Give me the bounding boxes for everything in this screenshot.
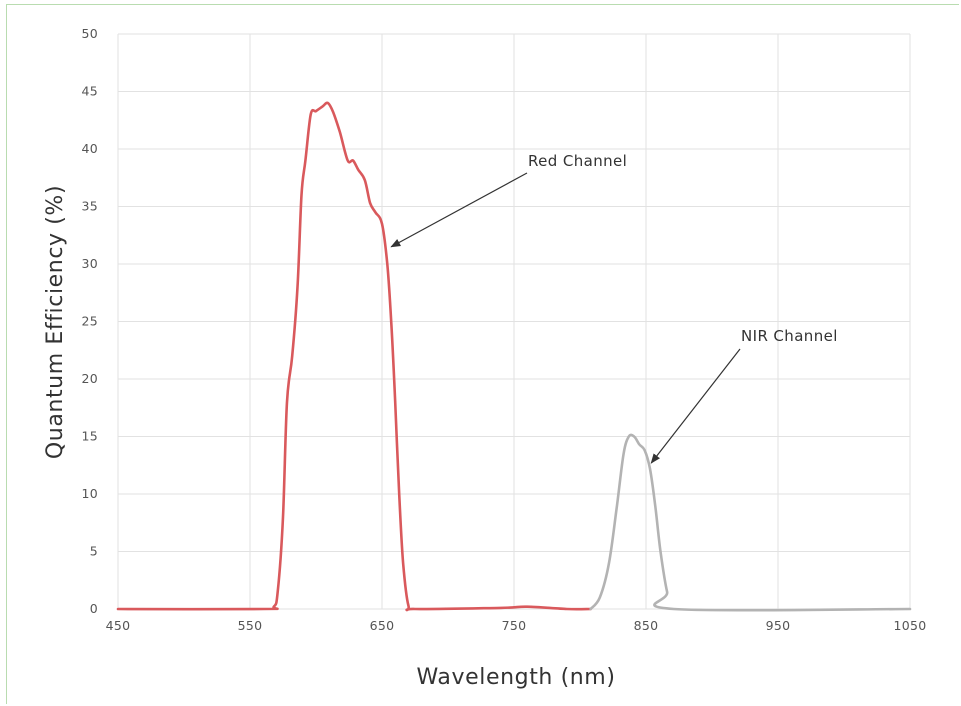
- y-tick-label: 0: [90, 601, 98, 616]
- y-tick-label: 10: [81, 486, 98, 501]
- series-lines: [116, 101, 912, 612]
- y-tick-label: 5: [90, 544, 98, 559]
- red-channel-annotation: Red Channel: [528, 152, 627, 170]
- y-axis-ticks: 0 5 10 15 20 25 30 35 40 45 50: [81, 26, 98, 616]
- x-axis-ticks: 450 550 650 750 850 950 1050: [106, 618, 927, 633]
- y-tick-label: 40: [81, 141, 98, 156]
- annotation-arrow: [390, 172, 528, 248]
- x-tick-label: 1050: [893, 618, 926, 633]
- x-tick-label: 550: [238, 618, 263, 633]
- y-tick-label: 35: [81, 199, 98, 214]
- y-tick-label: 30: [81, 256, 98, 271]
- x-tick-label: 650: [370, 618, 395, 633]
- y-axis-label: Quantum Efficiency (%): [43, 185, 68, 459]
- annotation-arrow: [650, 348, 741, 464]
- chart-frame: [6, 4, 959, 704]
- x-tick-label: 450: [106, 618, 131, 633]
- x-tick-label: 850: [634, 618, 659, 633]
- grid-lines: [117, 33, 911, 610]
- y-tick-label: 20: [81, 371, 98, 386]
- y-tick-label: 45: [81, 84, 98, 99]
- y-tick-label: 15: [81, 429, 98, 444]
- x-tick-label: 950: [766, 618, 791, 633]
- nir-channel-line: [589, 433, 912, 612]
- x-axis-label: Wavelength (nm): [416, 665, 615, 690]
- nir-channel-annotation: NIR Channel: [741, 327, 838, 345]
- x-tick-label: 750: [502, 618, 527, 633]
- red-channel-line: [116, 101, 592, 612]
- annotations: Red Channel NIR Channel: [390, 152, 838, 464]
- y-tick-label: 25: [81, 314, 98, 329]
- y-tick-label: 50: [81, 26, 98, 41]
